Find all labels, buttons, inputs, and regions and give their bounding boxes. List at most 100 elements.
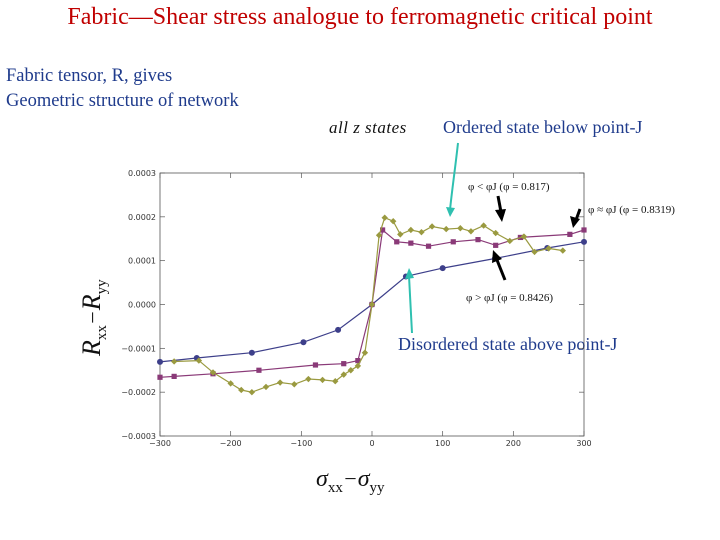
phi-annotation: φ ≈ φJ (φ = 0.8319) [588, 204, 675, 216]
data-point [340, 371, 347, 378]
y-axis-label-part: R [77, 340, 106, 357]
data-point [531, 248, 538, 256]
data-point [262, 383, 270, 391]
data-point [332, 378, 339, 385]
data-point [341, 361, 347, 367]
x-tick-label: 0 [369, 439, 374, 448]
x-axis-label-part: σ [316, 466, 329, 492]
data-point [227, 380, 234, 387]
data-point [443, 225, 450, 233]
series-line [174, 216, 563, 393]
x-axis-label: σxx−σyy [316, 466, 385, 496]
arrow-head [570, 216, 580, 228]
phi-annotation: φ < φJ (φ = 0.817) [468, 181, 550, 193]
x-tick-label: −200 [220, 439, 242, 448]
data-point [170, 358, 178, 365]
data-point [545, 245, 552, 252]
data-point [418, 228, 425, 236]
data-point [312, 362, 319, 368]
data-point [276, 379, 284, 386]
x-tick-label: 100 [435, 439, 450, 448]
data-point [397, 231, 404, 238]
data-point [480, 222, 487, 229]
data-point [450, 239, 456, 245]
all-z-states-label: all z states [329, 118, 407, 137]
annotation-arrow [495, 259, 507, 281]
callout-arrow [408, 275, 413, 334]
y-tick-label: −0.0003 [121, 432, 156, 441]
phi-annotation: φ > φJ (φ = 0.8426) [466, 292, 553, 304]
data-point [319, 376, 326, 384]
x-tick-label: 200 [506, 439, 521, 448]
data-point [380, 227, 386, 233]
data-point [157, 358, 163, 365]
y-axis-label: Rxx−Ryy [77, 279, 110, 357]
y-axis-label-part: yy [94, 279, 110, 295]
subtitle-line-1: Fabric tensor, R, gives [6, 66, 173, 86]
y-tick-label: 0.0003 [128, 169, 156, 178]
data-point [256, 367, 262, 373]
y-tick-label: −0.0001 [121, 344, 156, 353]
data-point [428, 223, 436, 230]
data-point [467, 228, 475, 235]
data-point [425, 243, 432, 249]
data-point [375, 232, 383, 239]
data-point [394, 239, 400, 245]
ordered-state-note: Ordered state below point-J [443, 117, 643, 137]
slide-title: Fabric—Shear stress analogue to ferromag… [67, 4, 653, 30]
data-point [390, 218, 397, 225]
y-tick-label: 0.0000 [128, 301, 156, 310]
data-point [354, 362, 362, 370]
data-point [347, 367, 354, 374]
arrow-head [495, 209, 506, 222]
arrow-head [405, 268, 414, 279]
x-tick-label: 300 [576, 439, 591, 448]
data-point [439, 265, 446, 272]
subtitle-line-2: Geometric structure of network [6, 91, 239, 111]
x-axis-label-part: yy [370, 480, 386, 496]
data-point [492, 229, 499, 237]
data-point [335, 326, 342, 333]
data-point [355, 358, 361, 364]
x-axis-label-part: σ [358, 466, 371, 492]
arrow-head [446, 207, 455, 217]
x-axis-label-part: − [343, 466, 358, 491]
x-tick-label: −300 [149, 439, 171, 448]
data-point [157, 374, 163, 380]
annotation-arrow [496, 195, 503, 213]
y-axis-label-part: − [80, 310, 105, 325]
data-point [361, 349, 369, 356]
data-point [368, 301, 376, 308]
data-point [581, 227, 587, 233]
data-point [493, 242, 499, 248]
data-point [238, 386, 245, 394]
disordered-state-note: Disordered state above point-J [398, 334, 618, 354]
subtitle: Fabric tensor, R, gives Geometric struct… [6, 64, 239, 114]
data-point [408, 240, 414, 246]
y-tick-label: −0.0002 [121, 388, 156, 397]
y-axis-label-part: R [77, 294, 106, 311]
data-point [520, 233, 528, 240]
callout-arrow [449, 142, 459, 211]
data-point [305, 375, 312, 383]
data-point [300, 339, 307, 346]
data-point [171, 373, 177, 379]
data-point [209, 369, 217, 376]
data-point [195, 357, 203, 364]
data-point [567, 231, 573, 237]
data-point [506, 237, 513, 245]
data-point [381, 214, 388, 221]
data-point [248, 388, 256, 396]
series-line [159, 228, 585, 378]
data-point [475, 237, 481, 243]
x-tick-label: −100 [290, 439, 312, 448]
data-point [457, 225, 464, 232]
data-point [291, 381, 298, 388]
data-point [559, 247, 566, 254]
data-point [407, 226, 415, 234]
data-point [248, 349, 255, 356]
y-tick-label: 0.0002 [128, 213, 156, 222]
y-axis-label-part: xx [94, 325, 110, 341]
data-point [581, 238, 587, 245]
